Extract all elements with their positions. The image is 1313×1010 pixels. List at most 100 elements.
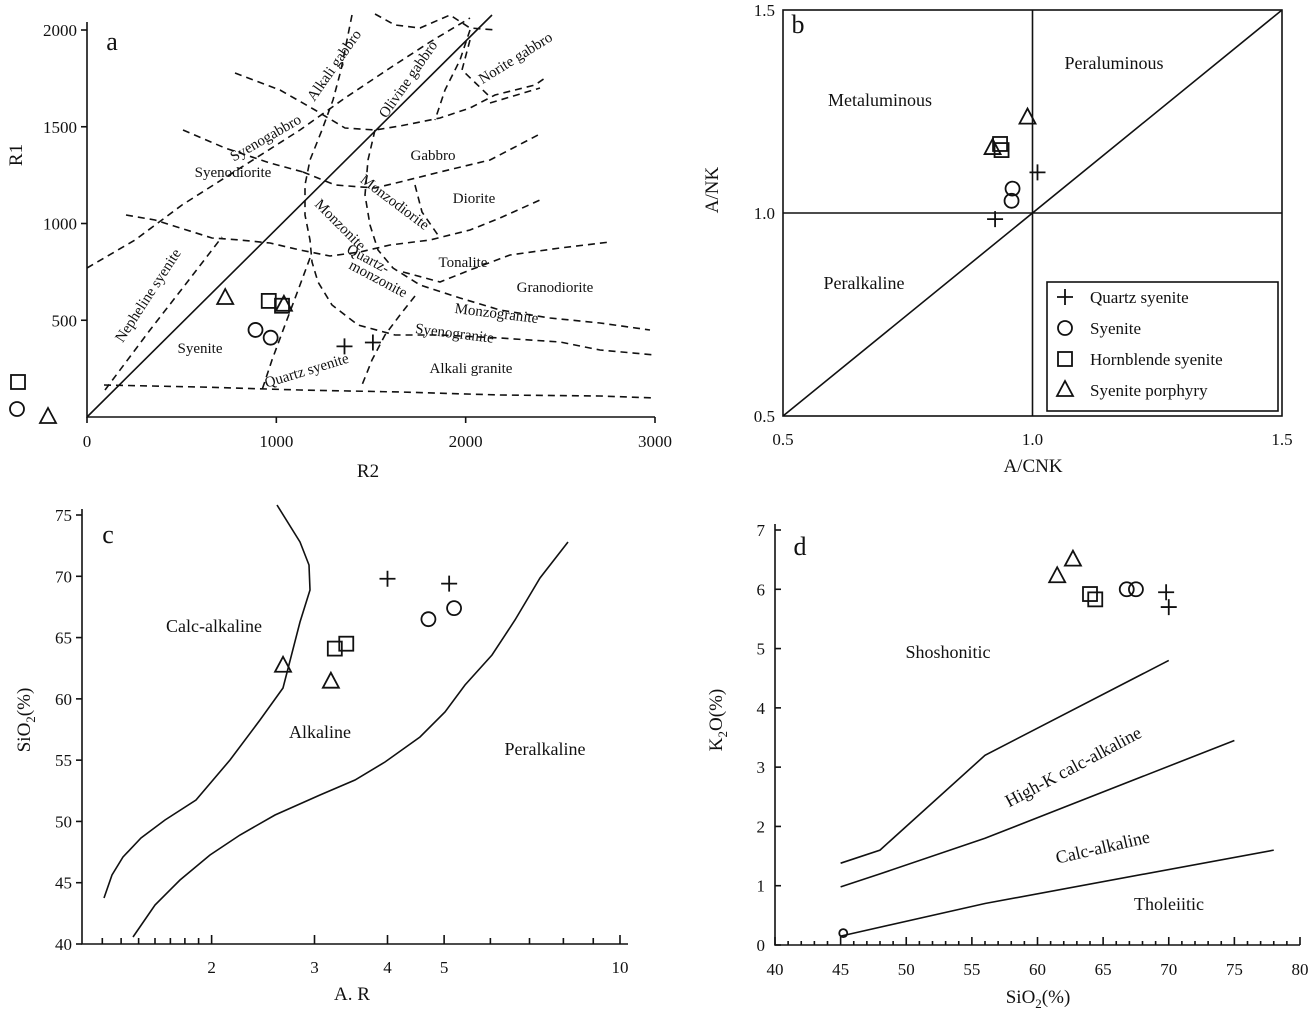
legend-label-b: Syenite — [1090, 319, 1141, 338]
field-label-a: Alkali granite — [430, 361, 513, 377]
marker-d-2-0 — [1082, 586, 1098, 602]
xtick-label-d: 45 — [832, 960, 849, 979]
field-label-a: Quartz syenite — [263, 351, 351, 392]
marker-b-3-1 — [1018, 106, 1038, 125]
field-label-b: Peraluminous — [1065, 53, 1164, 73]
axes-c — [81, 509, 628, 945]
boundary-lines — [86, 9, 1283, 938]
marker-a-0-1 — [364, 334, 381, 351]
ylabel-b: A/NK — [702, 167, 723, 214]
marker-c-0-0 — [379, 570, 396, 587]
xlabel-b: A/CNK — [1003, 456, 1062, 477]
field-label-d: Calc-alkaline — [1054, 827, 1152, 868]
ytick-label-a: 1500 — [43, 118, 77, 137]
axes-frames — [76, 9, 1301, 946]
ytick-label-c: 45 — [55, 874, 72, 893]
field-label-b: Peralkaline — [824, 273, 905, 293]
field-label-a: Syenite — [178, 341, 223, 357]
field-boundary-a-12 — [304, 14, 656, 356]
ytick-label-a: 500 — [52, 311, 78, 330]
ytick-label-b: 0.5 — [754, 407, 775, 426]
marker-a-2-0 — [260, 292, 277, 309]
ytick-label-b: 1.5 — [754, 1, 775, 20]
marker-b-1-1 — [1004, 180, 1021, 197]
field-label-b: Metaluminous — [828, 90, 932, 110]
field-boundary-a-0 — [86, 17, 471, 269]
legend-marker-a — [9, 401, 25, 417]
legend-label-b: Hornblende syenite — [1090, 350, 1223, 369]
field-label-a: Granodiorite — [517, 280, 594, 296]
xlabel-a: R2 — [357, 461, 379, 482]
boundary-b-diagonal — [782, 9, 1283, 417]
marker-b-0-0 — [987, 211, 1004, 228]
xtick-label-c: 2 — [207, 958, 216, 977]
xtick-label-c: 4 — [383, 958, 392, 977]
marker-b-2-1 — [993, 142, 1010, 158]
marker-c-3-0 — [273, 654, 293, 673]
marker-c-2-1 — [338, 635, 355, 652]
xtick-label-b: 1.5 — [1271, 430, 1292, 449]
field-label-c: Peralkaline — [505, 739, 586, 759]
field-boundary-a-15 — [361, 295, 416, 386]
boundary-c-1 — [103, 504, 311, 899]
xtick-label-a: 1000 — [259, 432, 293, 451]
xtick-label-d: 40 — [767, 960, 784, 979]
xtick-label-d: 55 — [963, 960, 980, 979]
ytick-label-c: 60 — [55, 690, 72, 709]
ytick-label-d: 6 — [757, 580, 766, 599]
boundary-d-3 — [840, 849, 1274, 937]
diagonal-a — [86, 14, 493, 418]
field-label-a: Syenogranite — [414, 321, 495, 347]
marker-d-0-1 — [1160, 599, 1177, 616]
field-boundary-a-9 — [414, 184, 441, 239]
boundary-d-2 — [840, 739, 1235, 888]
ylabel-c: SiO2(%) — [14, 688, 38, 753]
field-boundary-a-10 — [402, 241, 611, 283]
field-boundary-a-6 — [489, 87, 541, 104]
field-boundary-a-4 — [434, 29, 471, 121]
marker-a-3-1 — [274, 293, 294, 312]
field-label-c: Calc-alkaline — [166, 616, 262, 636]
legend-box-b — [1046, 281, 1279, 412]
field-label-a: Gabbro — [411, 148, 456, 164]
ytick-label-a: 2000 — [43, 21, 77, 40]
field-label-a: Alkali gabbro — [304, 27, 365, 104]
field-label-a: Monzogranite — [454, 301, 540, 327]
marker-d-3-0 — [1047, 565, 1067, 584]
field-label-a: Tonalite — [439, 255, 488, 271]
field-boundary-a-13 — [364, 129, 651, 331]
xtick-label-c: 5 — [440, 958, 449, 977]
ytick-label-d: 3 — [757, 758, 766, 777]
field-label-d: Shoshonitic — [905, 642, 990, 662]
frame-b — [782, 9, 1283, 417]
marker-d-0-0 — [1158, 584, 1175, 601]
ytick-label-c: 75 — [55, 506, 72, 525]
field-label-a: Syenogabbro — [228, 112, 305, 165]
xtick-label-d: 70 — [1160, 960, 1177, 979]
ylabel-a: R1 — [6, 144, 27, 166]
origin-circle-d — [838, 928, 849, 939]
marker-d-3-1 — [1063, 548, 1083, 567]
marker-b-3-0 — [983, 137, 1003, 155]
xtick-label-c: 3 — [310, 958, 319, 977]
field-boundary-a-8 — [125, 199, 541, 257]
field-boundary-a-2 — [234, 72, 546, 131]
xtick-label-a: 3000 — [638, 432, 672, 451]
ytick-label-d: 0 — [757, 936, 766, 955]
ytick-label-d: 4 — [757, 699, 766, 718]
legend-label-b: Quartz syenite — [1090, 288, 1189, 307]
legend-marker-b — [1057, 351, 1073, 367]
field-label-d: Tholeiitic — [1134, 894, 1204, 914]
marker-d-1-0 — [1118, 581, 1135, 598]
legend-marker-a — [10, 374, 26, 390]
legend-marker-b — [1057, 289, 1073, 305]
boundary-d-1 — [840, 659, 1170, 864]
marker-c-3-1 — [321, 670, 341, 689]
data-markers — [9, 106, 1177, 939]
field-boundary-a-3 — [374, 13, 498, 31]
xtick-label-a: 2000 — [449, 432, 483, 451]
legend-marker-b — [1055, 379, 1075, 397]
xtick-label-b: 1.0 — [1022, 430, 1043, 449]
legend-marker-b — [1057, 320, 1073, 336]
